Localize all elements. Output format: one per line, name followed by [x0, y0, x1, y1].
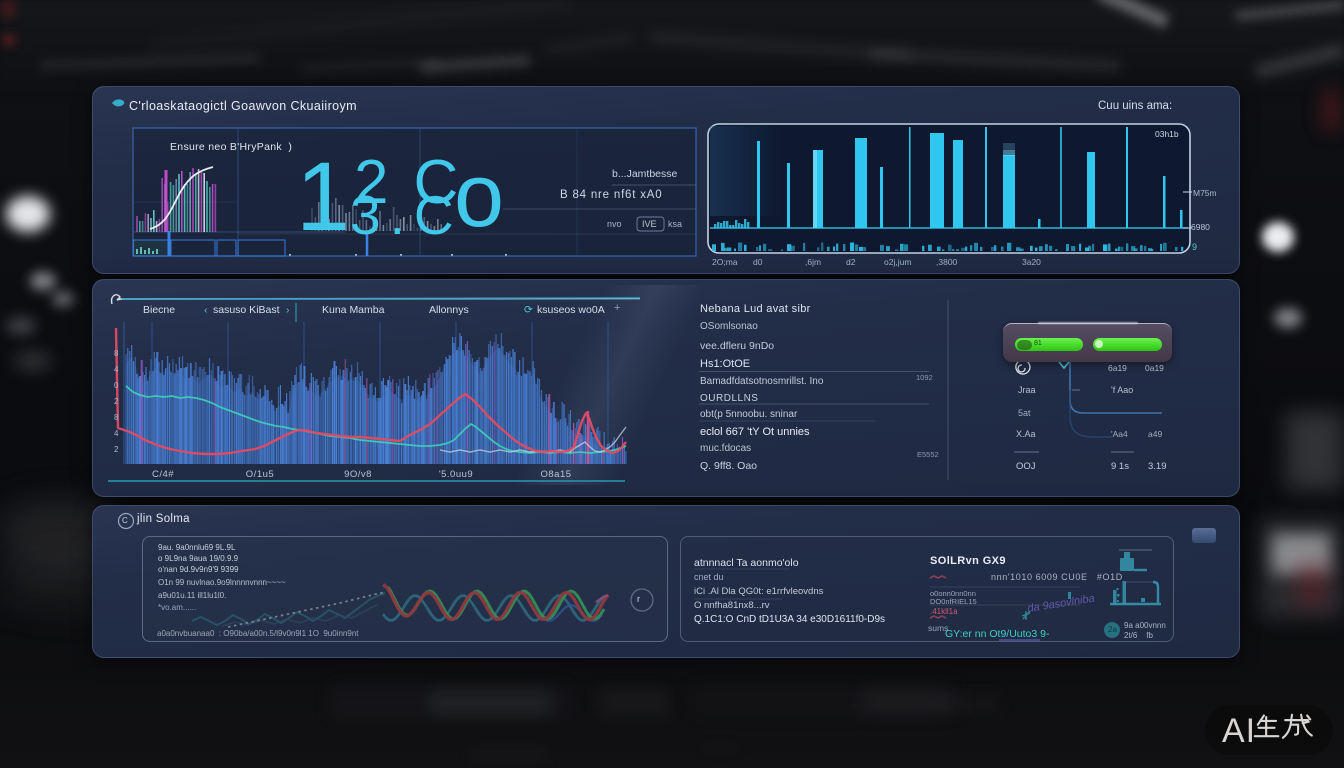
svg-text:O8a15: O8a15: [540, 469, 571, 480]
svg-text:C/4#: C/4#: [152, 469, 174, 480]
svg-text:2: 2: [114, 445, 119, 454]
svg-text:4: 4: [114, 365, 119, 374]
svg-text:9O/v8: 9O/v8: [344, 469, 372, 480]
svg-text:'5.0uu9: '5.0uu9: [439, 469, 473, 480]
svg-text:8: 8: [114, 349, 119, 358]
svg-text:4: 4: [114, 429, 119, 438]
svg-text:0: 0: [114, 381, 119, 390]
svg-text:8: 8: [114, 413, 119, 422]
svg-text:2: 2: [114, 397, 119, 406]
svg-text:O/1u5: O/1u5: [246, 469, 274, 480]
